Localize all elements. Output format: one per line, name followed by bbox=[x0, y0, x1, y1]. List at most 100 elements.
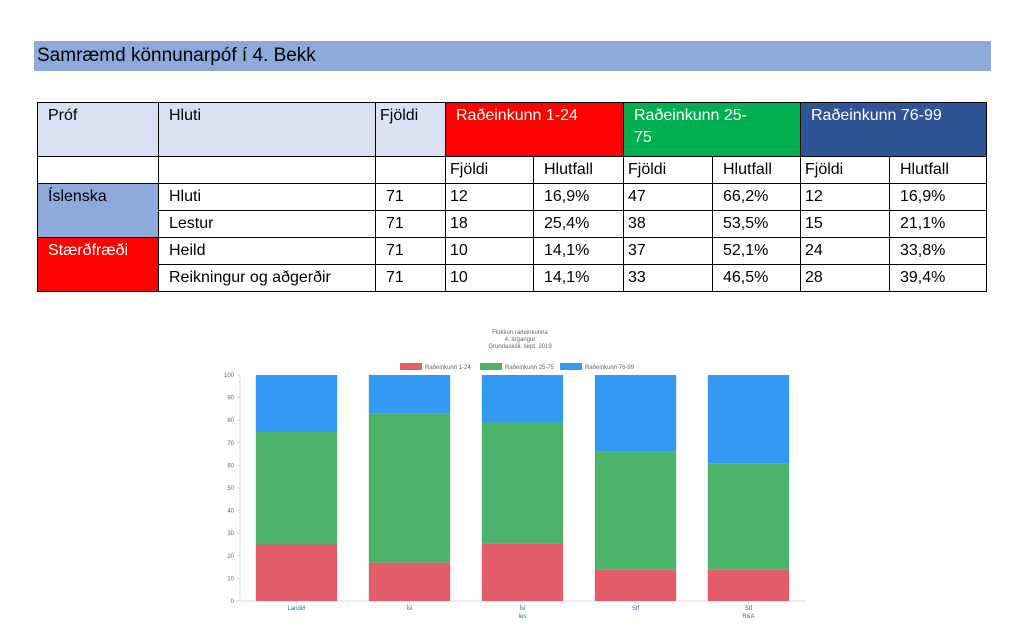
table-row: Íslenska Hluti 71 12 16,9% 47 66,2% 12 1… bbox=[37, 183, 987, 211]
bar-segment bbox=[481, 375, 564, 423]
table-header-row: Próf Hluti Fjöldi Raðeinkunn 1-24 Raðein… bbox=[37, 102, 987, 157]
band1-pct-cell: 14,1% bbox=[533, 264, 624, 292]
bar-segment bbox=[707, 375, 790, 464]
band2-pct-cell: 52,1% bbox=[712, 237, 801, 265]
bar-segment bbox=[481, 543, 564, 601]
y-tick-label: 50 bbox=[227, 486, 234, 492]
band1-pct-cell: 14,1% bbox=[533, 237, 624, 265]
legend-label: Raðeinkunn 25-75 bbox=[505, 364, 555, 371]
band2-count-cell: 47 bbox=[623, 183, 713, 211]
band1-count-cell: 10 bbox=[445, 264, 534, 292]
empty-cell bbox=[158, 156, 376, 184]
legend-label: Raðeinkunn 76-99 bbox=[585, 364, 635, 371]
empty-cell bbox=[37, 156, 159, 184]
part-cell: Reikningur og aðgerðir bbox=[158, 264, 376, 292]
y-tick-label: 40 bbox=[227, 509, 234, 515]
x-tick-label: Stf bbox=[632, 606, 640, 612]
y-tick-label: 10 bbox=[227, 576, 234, 582]
count-cell: 71 bbox=[375, 210, 446, 238]
subheader-b1-count: Fjöldi bbox=[445, 156, 534, 184]
header-fjoldi: Fjöldi bbox=[375, 102, 446, 157]
band2-count-cell: 33 bbox=[623, 264, 713, 292]
y-tick-label: 90 bbox=[227, 396, 234, 402]
y-tick-label: 20 bbox=[227, 554, 234, 560]
y-tick-label: 0 bbox=[231, 599, 235, 605]
chart-title-line: Flokkun raðeinkunna bbox=[492, 329, 548, 336]
band3-pct-cell: 16,9% bbox=[889, 183, 987, 211]
x-tick-label: les bbox=[519, 614, 527, 620]
band3-count-cell: 24 bbox=[800, 237, 890, 265]
y-tick-label: 70 bbox=[227, 441, 234, 447]
header-band-1-24: Raðeinkunn 1-24 bbox=[445, 102, 624, 157]
x-tick-label: Landið bbox=[287, 605, 306, 612]
subheader-b3-pct: Hlutfall bbox=[889, 156, 987, 184]
table-row: Lestur 71 18 25,4% 38 53,5% 15 21,1% bbox=[37, 210, 987, 238]
header-hluti: Hluti bbox=[158, 102, 376, 157]
bar-segment bbox=[707, 569, 790, 601]
band1-pct-cell: 16,9% bbox=[533, 183, 624, 211]
band3-pct-cell: 33,8% bbox=[889, 237, 987, 265]
count-cell: 71 bbox=[375, 264, 446, 292]
band3-count-cell: 28 bbox=[800, 264, 890, 292]
subject-cell: Íslenska bbox=[37, 183, 159, 211]
legend-swatch bbox=[480, 363, 502, 370]
table-row: Reikningur og aðgerðir 71 10 14,1% 33 46… bbox=[37, 264, 987, 292]
part-cell: Lestur bbox=[158, 210, 376, 238]
band2-pct-cell: 46,5% bbox=[712, 264, 801, 292]
part-cell: Heild bbox=[158, 237, 376, 265]
part-cell: Hluti bbox=[158, 183, 376, 211]
stacked-bar-chart: Flokkun raðeinkunna 4. árgangur Grundaskól… bbox=[215, 325, 815, 625]
chart-title-line: Grundaskóli, sept. 2019 bbox=[488, 344, 552, 350]
bar-segment bbox=[594, 451, 677, 570]
band2-pct-cell: 66,2% bbox=[712, 183, 801, 211]
x-tick-label: Stf bbox=[745, 606, 753, 612]
band1-pct-cell: 25,4% bbox=[533, 210, 624, 238]
subheader-b1-pct: Hlutfall bbox=[533, 156, 624, 184]
table-row: Stærðfræði Heild 71 10 14,1% 37 52,1% 24… bbox=[37, 237, 987, 265]
table-subheader-row: Fjöldi Hlutfall Fjöldi Hlutfall Fjöldi H… bbox=[37, 156, 987, 184]
chart-title-line: 4. árgangur bbox=[505, 337, 536, 343]
header-band-76-99: Raðeinkunn 76-99 bbox=[800, 102, 987, 157]
bar-segment bbox=[594, 569, 677, 601]
bar-segment bbox=[255, 431, 338, 545]
page-title: Samræmd könnunarpóf í 4. Bekk bbox=[34, 41, 991, 71]
subject-cell bbox=[37, 210, 159, 238]
band3-count-cell: 15 bbox=[800, 210, 890, 238]
band2-count-cell: 38 bbox=[623, 210, 713, 238]
band3-pct-cell: 39,4% bbox=[889, 264, 987, 292]
y-tick-label: 60 bbox=[227, 463, 234, 469]
header-band-25-75-line2: 75 bbox=[634, 129, 652, 146]
y-tick-label: 100 bbox=[224, 373, 235, 379]
empty-cell bbox=[375, 156, 446, 184]
y-tick-label: 80 bbox=[227, 418, 234, 424]
band2-count-cell: 37 bbox=[623, 237, 713, 265]
band3-count-cell: 12 bbox=[800, 183, 890, 211]
header-band-25-75: Raðeinkunn 25- 75 bbox=[623, 102, 801, 157]
header-prof: Próf bbox=[37, 102, 159, 157]
band1-count-cell: 12 bbox=[445, 183, 534, 211]
legend-swatch bbox=[560, 363, 582, 370]
bar-segment bbox=[368, 562, 451, 601]
subject-cell: Stærðfræði bbox=[37, 237, 159, 265]
bar-segment bbox=[707, 463, 790, 570]
bar-segment bbox=[255, 544, 338, 601]
band3-pct-cell: 21,1% bbox=[889, 210, 987, 238]
x-tick-label: R&A bbox=[742, 614, 754, 620]
count-cell: 71 bbox=[375, 237, 446, 265]
band2-pct-cell: 53,5% bbox=[712, 210, 801, 238]
bar-segment bbox=[594, 375, 677, 452]
header-band-25-75-line1: Raðeinkunn 25- bbox=[634, 107, 747, 124]
bar-segment bbox=[368, 413, 451, 563]
legend-label: Raðeinkunn 1-24 bbox=[425, 364, 471, 371]
x-tick-label: Ísl bbox=[407, 605, 413, 612]
band1-count-cell: 18 bbox=[445, 210, 534, 238]
subheader-b2-pct: Hlutfall bbox=[712, 156, 801, 184]
results-table: Próf Hluti Fjöldi Raðeinkunn 1-24 Raðein… bbox=[37, 102, 987, 292]
y-tick-label: 30 bbox=[227, 531, 234, 537]
subheader-b3-count: Fjöldi bbox=[800, 156, 890, 184]
subheader-b2-count: Fjöldi bbox=[623, 156, 713, 184]
count-cell: 71 bbox=[375, 183, 446, 211]
legend-swatch bbox=[400, 363, 422, 370]
bar-segment bbox=[255, 375, 338, 432]
